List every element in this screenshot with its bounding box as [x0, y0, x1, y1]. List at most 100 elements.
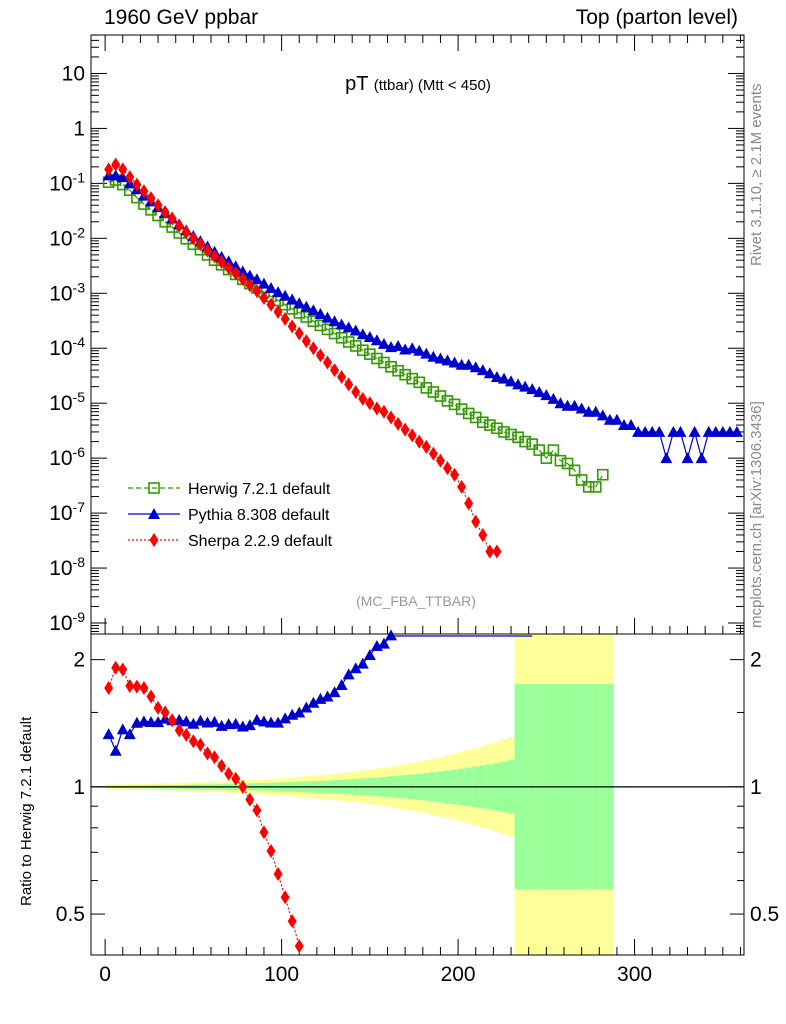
data-point [102, 728, 115, 740]
x-tick-label: 100 [264, 963, 299, 986]
main-y-tick-label: 10-5 [49, 389, 85, 415]
data-point [335, 678, 348, 690]
data-point [435, 453, 445, 468]
main-y-tick-label: 1 [73, 117, 85, 140]
ratio-series-filled-diamond [104, 660, 304, 954]
data-point [174, 218, 184, 233]
data-point [160, 705, 170, 720]
data-point [443, 461, 453, 476]
data-point [287, 319, 297, 334]
data-point [342, 668, 355, 680]
data-point [575, 474, 588, 486]
data-point [300, 300, 313, 312]
data-point [293, 297, 306, 309]
data-point [307, 315, 320, 328]
data-point [660, 452, 673, 464]
data-point [294, 939, 304, 954]
data-point [266, 843, 276, 858]
x-tick-label: 200 [441, 963, 476, 986]
main-y-tick-label: 10-1 [49, 169, 85, 195]
data-point [146, 689, 156, 704]
data-point [123, 728, 136, 740]
data-point [498, 426, 510, 438]
data-point [231, 266, 241, 281]
data-point [526, 383, 539, 395]
main-y-tick-label: 10 [62, 62, 85, 85]
data-point [202, 243, 212, 258]
series-filled-triangle [102, 169, 743, 464]
data-point [512, 378, 525, 390]
data-point [385, 360, 397, 373]
legend-label: Pythia 8.308 default [188, 507, 330, 524]
data-point [582, 481, 595, 493]
ratio-uncertainty-band [105, 634, 614, 955]
data-point [187, 717, 200, 729]
data-point [328, 686, 341, 698]
data-point [265, 281, 278, 293]
data-point [547, 444, 560, 456]
data-point [243, 719, 256, 731]
data-point [293, 706, 306, 718]
data-point [208, 715, 221, 727]
data-point [167, 211, 177, 226]
data-point [266, 297, 276, 312]
data-point [330, 363, 340, 378]
data-point [450, 467, 460, 482]
data-point [250, 273, 263, 285]
data-point [160, 205, 170, 220]
plot-title: pT (ttbar) (Mtt < 450) [345, 73, 491, 95]
data-point [427, 386, 440, 398]
data-point [434, 352, 447, 364]
data-point [653, 425, 666, 437]
ratio-y-tick-label-right: 1 [750, 776, 762, 799]
data-point [315, 348, 325, 363]
ratio-series-filled-triangle [102, 629, 533, 756]
main-y-tick-label: 10-6 [49, 444, 85, 470]
data-point [259, 825, 269, 840]
series-line [108, 174, 737, 461]
data-point [273, 304, 283, 319]
data-point [116, 171, 129, 183]
x-tick-label: 300 [617, 963, 652, 986]
data-point [132, 679, 142, 694]
data-point [287, 914, 297, 929]
data-point [399, 368, 411, 381]
data-point [152, 716, 165, 728]
data-point [139, 184, 149, 199]
data-point [358, 391, 368, 406]
data-point [589, 481, 602, 493]
data-point [132, 177, 142, 192]
data-point [568, 399, 581, 411]
data-point [238, 779, 248, 794]
data-point [174, 723, 184, 738]
data-point [554, 397, 567, 409]
data-point [259, 291, 269, 306]
data-point [280, 312, 290, 327]
data-point [307, 304, 320, 316]
data-point [476, 416, 489, 429]
data-point [125, 170, 135, 185]
ratio-y-tick-label: 2 [73, 649, 85, 672]
data-point [181, 225, 191, 240]
main-y-tick-label: 10-7 [49, 499, 85, 525]
main-y-tick-label: 10-9 [49, 609, 85, 635]
data-point [280, 890, 290, 905]
data-point [505, 428, 517, 441]
data-point [428, 446, 438, 461]
main-y-tick-label: 10-3 [49, 279, 85, 305]
data-point [484, 419, 496, 431]
data-point [195, 737, 205, 752]
data-point [321, 690, 334, 702]
data-point [554, 454, 567, 467]
data-point [469, 361, 482, 373]
data-point [272, 716, 285, 728]
data-point [597, 468, 609, 481]
data-point [202, 746, 212, 761]
data-point [301, 334, 311, 349]
data-point [420, 382, 433, 394]
legend: Herwig 7.2.1 default Pythia 8.308 default… [128, 481, 333, 550]
main-y-tick-label: 10-8 [49, 554, 85, 580]
data-point [210, 750, 220, 765]
data-point [210, 249, 220, 264]
